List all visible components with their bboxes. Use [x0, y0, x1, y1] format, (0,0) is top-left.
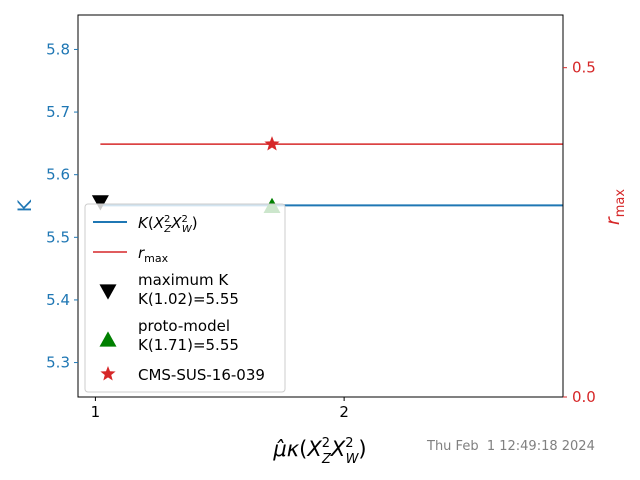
legend-label-proto-model: proto-model: [138, 317, 230, 335]
marker-maximum-k: [91, 195, 109, 211]
legend-box: [84, 203, 286, 393]
left-tick-label: 5.8: [46, 40, 70, 58]
left-tick-label: 5.7: [46, 103, 70, 121]
legend-handle-maximum-k: [99, 284, 117, 300]
marker-cms-sus-16-039: [264, 136, 280, 151]
right-axis-label: rmax: [602, 189, 628, 225]
legend-label-rmax: rmax: [138, 244, 169, 265]
left-tick-label: 5.3: [46, 354, 70, 372]
legend-handle-proto-model: [99, 331, 117, 347]
axes: 1 2 5.3 5.4 5.5 5.6 5.7 5.8 K 0.0 0.5 rmax μ̂κ(X2 ZX2…: [14, 14, 628, 467]
x-tick-label: 2: [339, 403, 349, 421]
left-axis-label: K: [14, 199, 36, 212]
x-axis-label: μ̂κ(X2 ZX2 W): [272, 436, 366, 467]
legend-label-maximum-k: maximum K: [138, 271, 229, 289]
legend: K(X2 ZX2 W) rmax maximum K K(1.02)=5.55 proto…: [84, 203, 286, 393]
legend-label-maximum-k-value: K(1.02)=5.55: [138, 290, 239, 308]
x-tick-label: 1: [91, 403, 101, 421]
plot-frame: [77, 14, 564, 398]
timestamp: Thu Feb 1 12:49:18 2024: [427, 439, 595, 454]
plot-area: [91, 136, 563, 214]
left-tick-label: 5.6: [46, 166, 70, 184]
left-tick-label: 5.4: [46, 291, 70, 309]
legend-label-proto-model-value: K(1.71)=5.55: [138, 336, 239, 354]
legend-label-k: K(X2 ZX2 W): [138, 214, 198, 235]
legend-handle-cms-sus-16-039: [100, 366, 116, 381]
left-tick-label: 5.5: [46, 228, 70, 246]
right-tick-label: 0.0: [572, 388, 596, 406]
right-tick-label: 0.5: [572, 59, 596, 77]
legend-label-cms-sus-16-039: CMS-SUS-16-039: [138, 366, 265, 384]
